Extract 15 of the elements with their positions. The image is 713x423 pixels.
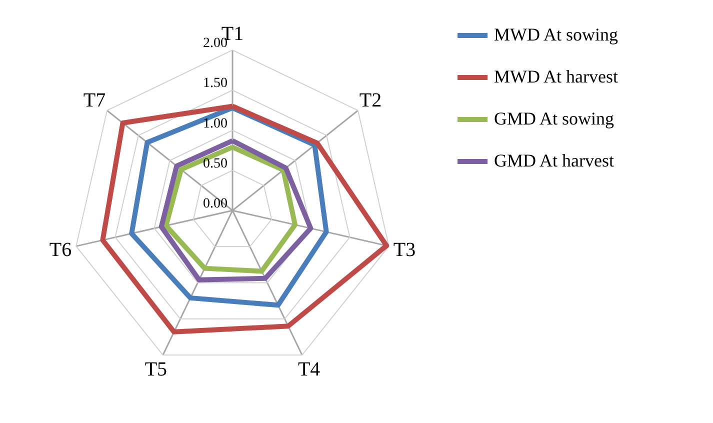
spoke-label: T4 (298, 358, 320, 380)
legend-label: GMD At harvest (494, 150, 614, 170)
spoke-label: T5 (144, 358, 168, 380)
spoke-label: T2 (359, 89, 382, 112)
legend-label: GMD At sowing (494, 108, 614, 128)
spoke-label: T6 (49, 238, 72, 261)
y-tick-label: 0.00 (203, 196, 228, 212)
y-tick-label: 1.00 (203, 116, 228, 132)
legend-label: MWD At harvest (494, 66, 618, 86)
y-tick-label: 2.00 (203, 36, 228, 52)
spoke-label: T7 (83, 89, 106, 112)
spoke-label: T3 (393, 238, 416, 261)
y-tick-label: 0.50 (203, 156, 228, 172)
legend-label: MWD At sowing (494, 24, 618, 44)
y-tick-label: 1.50 (203, 76, 228, 92)
